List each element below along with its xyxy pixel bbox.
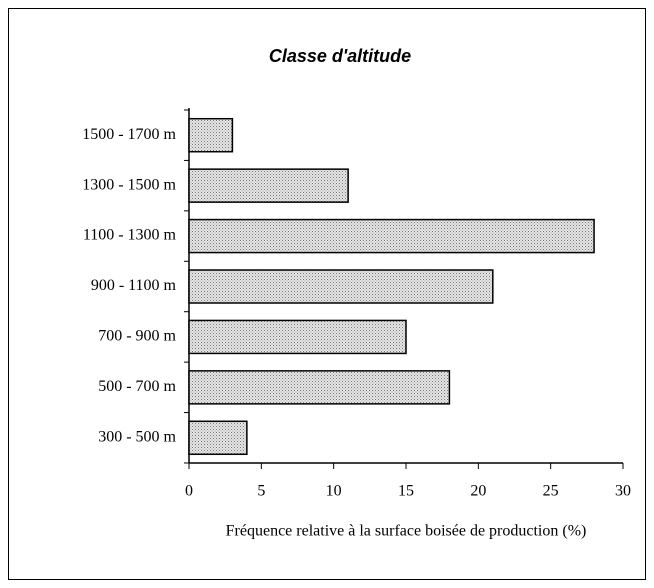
x-tick-label: 10 [326, 483, 342, 500]
x-tick-label: 25 [543, 483, 559, 500]
x-tick-label: 20 [470, 483, 486, 500]
bar [188, 420, 248, 456]
y-tick-label: 900 - 1100 m [91, 277, 177, 294]
y-tick-label: 500 - 700 m [98, 378, 176, 395]
y-tick-label: 1500 - 1700 m [82, 126, 176, 143]
chart-title: Classe d'altitude [269, 46, 411, 66]
bar [188, 370, 451, 405]
y-tick-label: 700 - 900 m [98, 328, 176, 345]
y-tick-label: 1100 - 1300 m [83, 227, 177, 244]
x-tick-label: 15 [398, 483, 414, 500]
x-tick-label: 30 [615, 483, 631, 500]
bar [188, 218, 595, 254]
y-tick-label: 300 - 500 m [98, 428, 176, 445]
x-tick-label: 0 [185, 483, 193, 500]
bar [188, 117, 234, 153]
bar [188, 168, 349, 203]
x-tick-label: 5 [257, 483, 265, 500]
bar [188, 269, 494, 304]
x-axis-label: Fréquence relative à la surface boisée d… [226, 523, 587, 540]
y-tick-label: 1300 - 1500 m [82, 176, 176, 193]
bar [188, 319, 407, 355]
